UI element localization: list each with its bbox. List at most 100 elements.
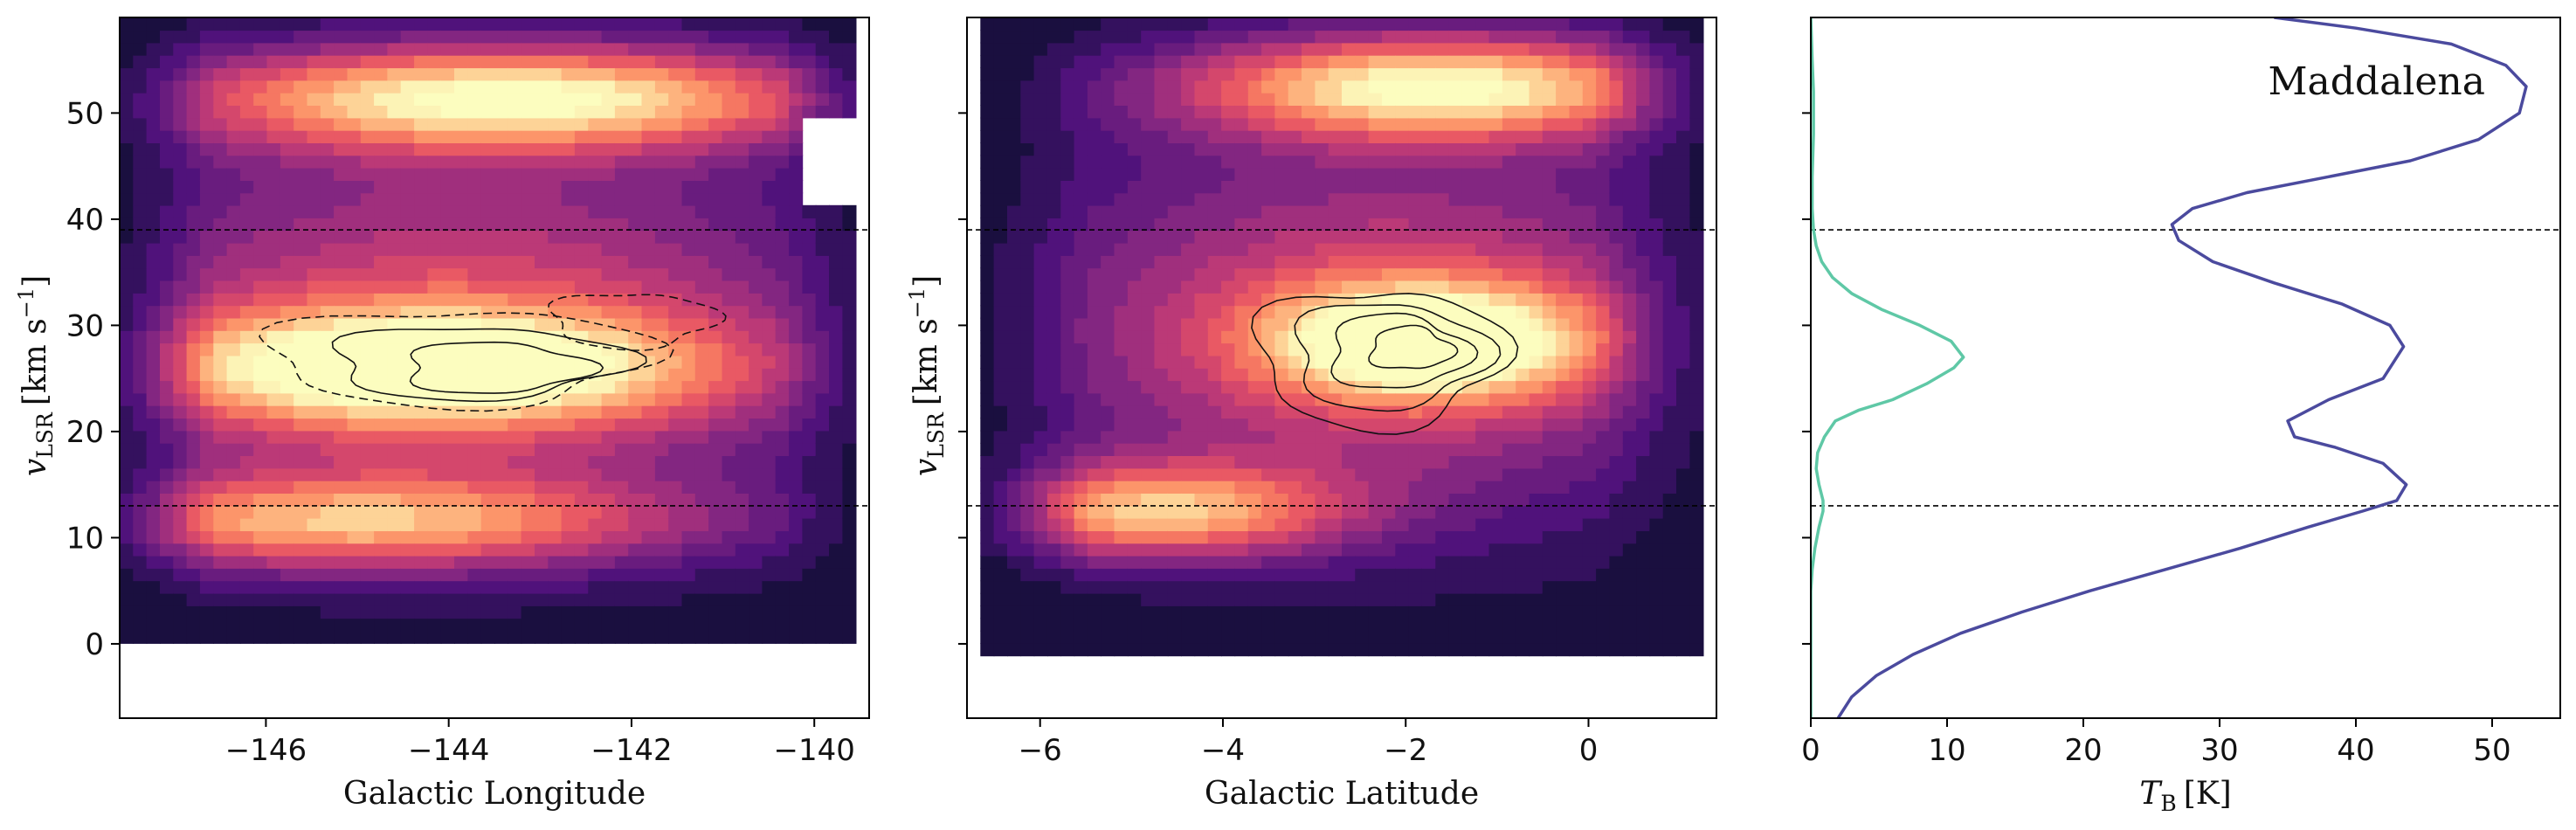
heatmap-cell — [480, 30, 495, 44]
heatmap-cell — [521, 142, 535, 156]
heatmap-cell — [1475, 155, 1490, 169]
heatmap-cell — [980, 293, 995, 307]
heatmap-cell — [1542, 218, 1557, 232]
heatmap-cell — [601, 180, 616, 194]
heatmap-cell — [414, 580, 429, 594]
heatmap-cell — [980, 630, 995, 644]
heatmap-cell — [535, 155, 549, 169]
heatmap-cell — [120, 405, 135, 419]
heatmap-cell — [681, 605, 696, 619]
heatmap-cell — [374, 105, 389, 119]
heatmap-cell — [173, 80, 188, 93]
heatmap-cell — [654, 142, 669, 156]
heatmap-cell — [1207, 42, 1222, 56]
heatmap-cell — [186, 543, 201, 557]
heatmap-cell — [628, 192, 643, 206]
heatmap-cell — [1234, 42, 1249, 56]
heatmap-cell — [1302, 517, 1316, 531]
heatmap-cell — [1114, 455, 1129, 469]
heatmap-cell — [427, 180, 442, 194]
heatmap-cell — [199, 342, 214, 356]
heatmap-cell — [280, 418, 294, 432]
heatmap-cell — [400, 380, 415, 394]
heatmap-cell — [133, 180, 148, 194]
heatmap-cell — [1516, 592, 1530, 606]
heatmap-cell — [1154, 405, 1169, 419]
heatmap-cell — [1141, 618, 1156, 632]
heatmap-cell — [1141, 305, 1156, 319]
heatmap-cell — [1368, 192, 1383, 206]
heatmap-cell — [993, 392, 1008, 406]
heatmap-cell — [1435, 442, 1450, 456]
heatmap-cell — [1221, 442, 1236, 456]
heatmap-cell — [980, 129, 995, 143]
heatmap-cell — [494, 30, 509, 44]
heatmap-cell — [628, 355, 643, 369]
heatmap-cell — [253, 530, 268, 544]
heatmap-cell — [1382, 218, 1397, 232]
heatmap-cell — [1101, 467, 1115, 481]
heatmap-cell — [1207, 17, 1222, 31]
heatmap-cell — [1221, 180, 1236, 194]
heatmap-cell — [387, 442, 402, 456]
heatmap-cell — [1542, 430, 1557, 444]
heatmap-cell — [173, 30, 188, 44]
heatmap-cell — [1261, 442, 1276, 456]
heatmap-cell — [1382, 255, 1397, 269]
heatmap-cell — [1261, 80, 1276, 93]
heatmap-cell — [1261, 242, 1276, 256]
heatmap-cell — [1274, 455, 1289, 469]
heatmap-cell — [1247, 355, 1262, 369]
heatmap-cell — [1141, 630, 1156, 644]
heatmap-cell — [980, 255, 995, 269]
heatmap-cell — [802, 92, 817, 106]
heatmap-cell — [199, 568, 214, 582]
heatmap-cell — [1127, 430, 1142, 444]
heatmap-cell — [1234, 117, 1249, 131]
heatmap-cell — [1421, 17, 1436, 31]
heatmap-cell — [1181, 17, 1196, 31]
heatmap-cell — [173, 155, 188, 169]
heatmap-cell — [722, 167, 736, 181]
heatmap-cell — [307, 493, 321, 507]
heatmap-cell — [1355, 17, 1370, 31]
heatmap-cell — [601, 267, 616, 281]
heatmap-cell — [347, 392, 362, 406]
heatmap-cell — [1502, 342, 1516, 356]
heatmap-cell — [1114, 555, 1129, 569]
heatmap-cell — [1194, 55, 1209, 69]
heatmap-cell — [1046, 129, 1061, 143]
heatmap-cell — [1167, 418, 1182, 432]
heatmap-cell — [1234, 105, 1249, 119]
heatmap-cell — [133, 204, 148, 218]
heatmap-cell — [762, 129, 777, 143]
heatmap-cell — [266, 380, 281, 394]
heatmap-cell — [574, 17, 589, 31]
heatmap-cell — [588, 129, 603, 143]
heatmap-cell — [494, 17, 509, 31]
heatmap-cell — [722, 480, 736, 494]
heatmap-cell — [186, 129, 201, 143]
heatmap-cell — [1101, 55, 1115, 69]
heatmap-cell — [467, 568, 482, 582]
heatmap-cell — [1074, 105, 1088, 119]
heatmap-cell — [1141, 105, 1156, 119]
heatmap-cell — [1435, 430, 1450, 444]
heatmap-cell — [1114, 80, 1129, 93]
heatmap-cell — [1207, 643, 1222, 657]
heatmap-cell — [1020, 442, 1035, 456]
heatmap-cell — [1328, 230, 1343, 244]
heatmap-cell — [213, 180, 228, 194]
heatmap-cell — [320, 67, 335, 81]
heatmap-cell — [993, 80, 1008, 93]
heatmap-cell — [1461, 30, 1476, 44]
heatmap-cell — [454, 192, 469, 206]
heatmap-cell — [1328, 380, 1343, 394]
heatmap-cell — [1395, 204, 1410, 218]
heatmap-cell — [347, 204, 362, 218]
heatmap-cell — [1033, 543, 1048, 557]
heatmap-cell — [1435, 267, 1450, 281]
heatmap-cell — [1516, 568, 1530, 582]
heatmap-cell — [993, 467, 1008, 481]
heatmap-cell — [467, 317, 482, 331]
